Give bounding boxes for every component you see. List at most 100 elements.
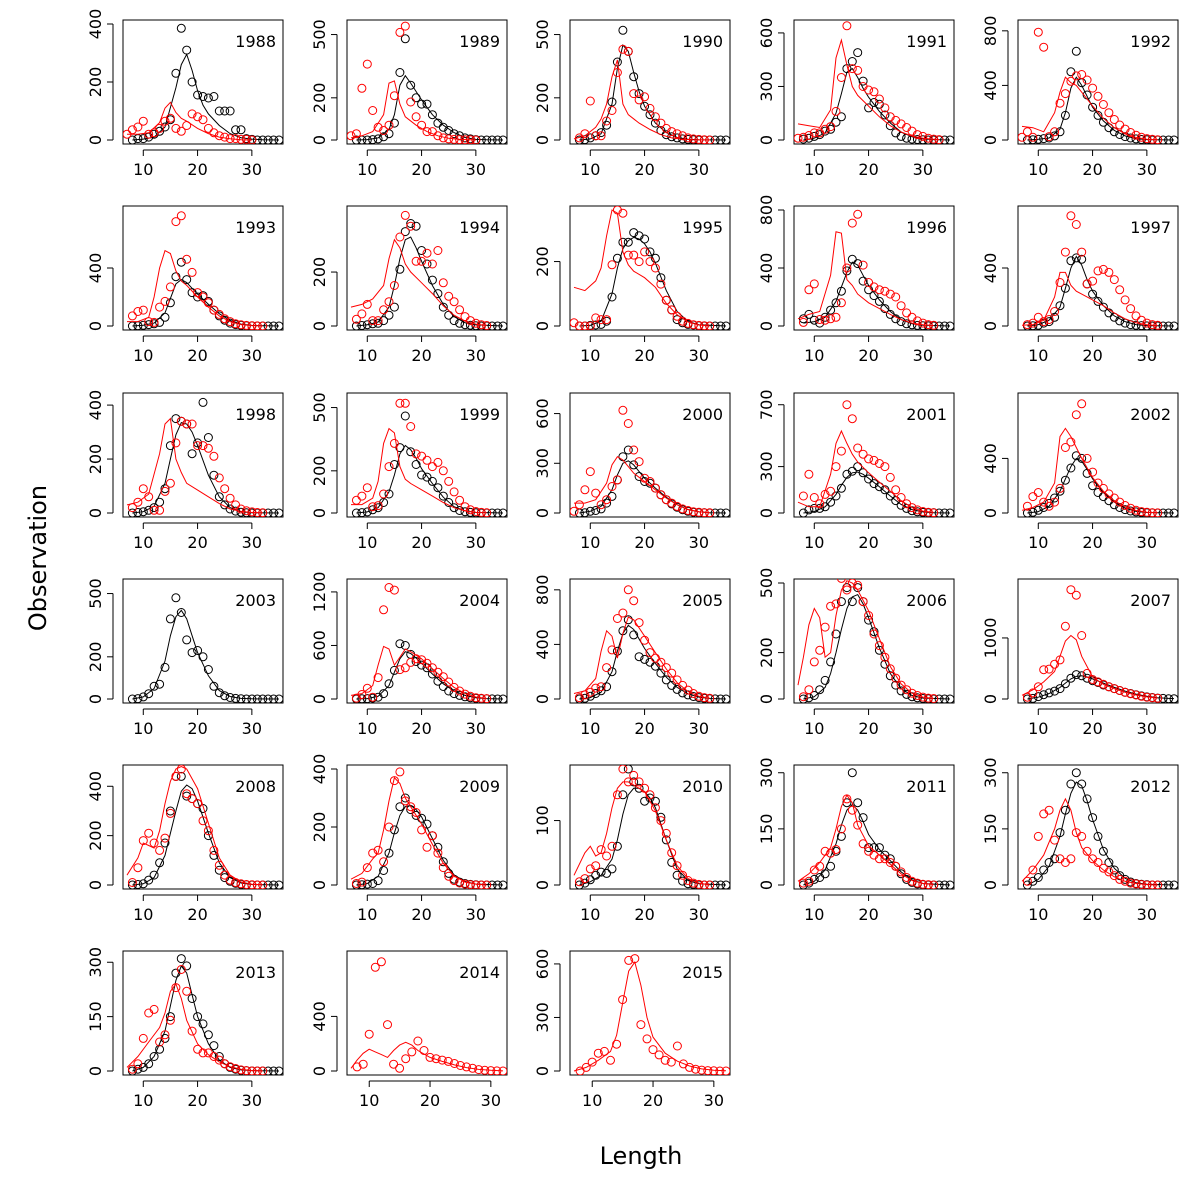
data-point [691,1064,701,1074]
series-line [1027,457,1175,514]
x-tick-label: 10 [357,719,377,738]
data-point [149,1004,159,1014]
y-tick-label: 500 [86,578,105,609]
series-line [1027,76,1175,141]
data-point [220,314,230,324]
data-point [160,296,170,306]
data-point [427,275,437,285]
data-point [640,101,650,111]
data-point [357,690,367,699]
data-point [176,608,186,617]
data-point [907,503,917,513]
data-point [465,505,475,515]
data-point [826,601,836,611]
data-point [220,106,230,116]
data-point [672,675,682,685]
data-point [596,867,606,877]
data-point [640,234,650,244]
plot-area [127,211,283,330]
x-tick-label: 10 [357,533,377,552]
data-point [1060,621,1070,631]
data-point [1050,493,1060,503]
data-point [853,259,863,269]
data-point [425,1052,435,1062]
data-point [209,470,219,480]
data-point [395,802,405,812]
data-point [612,253,622,263]
data-point [486,1066,496,1075]
data-point [1126,503,1136,513]
data-point [618,608,628,618]
y-tick-label: 400 [310,1001,329,1032]
data-point [1028,318,1038,328]
panel-frame [122,205,284,331]
data-point [1060,89,1070,99]
panel-title: 2009 [459,777,500,796]
y-tick-label: 0 [86,321,105,331]
y-tick-label: 200 [86,67,105,98]
data-point [688,878,698,888]
data-point [133,880,143,889]
series-line [132,279,280,327]
data-point [645,790,655,800]
data-point [650,803,660,813]
data-point [1147,508,1157,517]
data-point [809,865,819,875]
data-point [133,1064,143,1074]
panel-2000: 0 300 600 10 20 30 2000 [533,392,731,552]
data-point [896,317,906,327]
data-point [1077,399,1087,409]
data-point [1022,127,1032,137]
data-point [667,498,677,508]
data-point [574,880,584,889]
data-point [847,414,857,424]
x-tick-label: 30 [1137,905,1157,924]
y-tick-label: 300 [533,448,552,479]
data-point [1109,115,1119,124]
y-tick-label: 200 [310,83,329,114]
x-tick-label: 30 [689,719,709,738]
data-point [182,791,192,801]
data-point [1055,854,1065,864]
data-point [929,134,939,144]
data-point [241,694,251,703]
data-point [678,504,688,514]
data-point [607,491,617,501]
data-point [449,487,459,497]
data-point [149,503,159,513]
data-point [422,819,432,829]
data-point [1033,488,1043,497]
plot-area [126,397,283,517]
data-point [1066,779,1076,789]
data-point [836,73,846,82]
data-point [1033,831,1043,841]
data-point [389,776,399,786]
data-point [274,1066,283,1075]
data-point [580,693,590,703]
data-point [1033,134,1043,144]
series-line [132,964,280,1072]
data-point [826,122,836,132]
data-point [630,954,640,964]
data-point [1153,135,1163,144]
data-point [351,314,361,324]
data-point [417,256,427,266]
data-point [1142,692,1152,702]
x-tick-label: 30 [913,533,933,552]
data-point [417,120,427,130]
data-point [1050,127,1060,137]
data-point [1077,831,1087,841]
data-point [198,816,208,826]
data-point [449,316,459,326]
data-point [379,126,389,135]
data-point [847,57,857,66]
data-point [487,135,497,144]
data-point [1077,779,1087,789]
data-point [182,275,192,285]
data-point [498,880,507,889]
data-point [438,122,448,132]
panel-title: 2000 [682,405,723,424]
data-point [1115,120,1125,130]
data-point [1126,506,1136,516]
panel-frame [122,392,284,518]
